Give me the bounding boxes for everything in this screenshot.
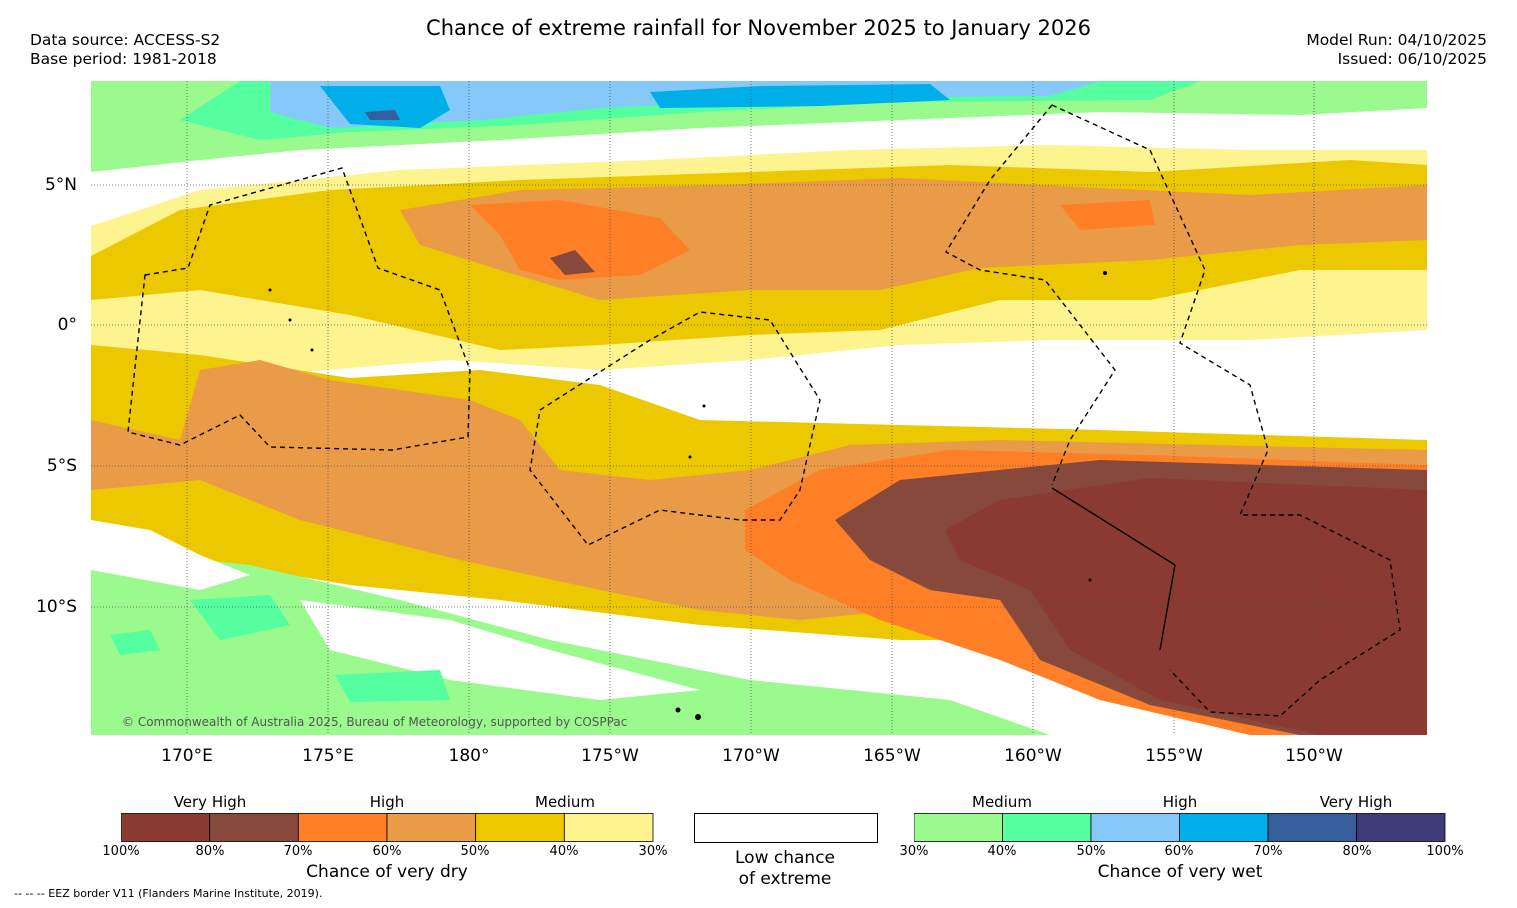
data-source: Data source: ACCESS-S2 bbox=[30, 31, 221, 49]
data-source-info: Data source: ACCESS-S2 Base period: 1981… bbox=[30, 31, 220, 69]
wet-swatch bbox=[1356, 813, 1446, 842]
lat-label-0: 0° bbox=[57, 315, 77, 335]
lon-label-160w: 160°W bbox=[1004, 746, 1062, 766]
dry-colorbar bbox=[121, 813, 654, 842]
copyright-notice: © Commonwealth of Australia 2025, Bureau… bbox=[122, 715, 628, 729]
wet-swatch bbox=[1002, 813, 1092, 842]
maritime-boundary bbox=[1051, 487, 1176, 651]
south-wet-medium-3 bbox=[110, 630, 160, 655]
dry-band-veryhigh-2 bbox=[1060, 200, 1155, 230]
wet-tick-60: 60% bbox=[1164, 844, 1194, 859]
low-chance-line2: of extreme bbox=[738, 869, 832, 889]
lat-label-5s: 5°S bbox=[46, 456, 77, 476]
dry-band-high bbox=[400, 178, 1427, 300]
base-period: Base period: 1981-2018 bbox=[30, 50, 217, 68]
dry-tick-60: 60% bbox=[372, 844, 402, 859]
lat-label-10s: 10°S bbox=[36, 597, 77, 617]
dry-tick-80: 80% bbox=[195, 844, 225, 859]
wet-tick-30: 30% bbox=[899, 844, 929, 859]
south-wet-white bbox=[91, 520, 250, 590]
lon-label-170e: 170°E bbox=[161, 746, 213, 766]
dry-tick-50: 50% bbox=[460, 844, 490, 859]
dry-cat-medium: Medium bbox=[535, 793, 595, 811]
issued-date: Issued: 06/10/2025 bbox=[1337, 50, 1487, 68]
lon-label-175e: 175°E bbox=[302, 746, 354, 766]
dry-tick-30: 30% bbox=[638, 844, 668, 859]
lon-label-155w: 155°W bbox=[1145, 746, 1203, 766]
dry-cat-high: High bbox=[369, 793, 405, 811]
islands bbox=[268, 271, 1107, 720]
model-run: Model Run: 04/10/2025 bbox=[1306, 31, 1487, 49]
low-chance-label: Low chance of extreme bbox=[694, 848, 876, 890]
south-wet-medium-2 bbox=[335, 670, 450, 702]
wet-swatch bbox=[1179, 813, 1269, 842]
north-wet-top bbox=[365, 110, 400, 120]
low-chance-line1: Low chance bbox=[735, 848, 835, 868]
wet-tick-80: 80% bbox=[1342, 844, 1372, 859]
dry-band-veryhigh bbox=[470, 200, 690, 280]
dry-band-extreme bbox=[550, 250, 595, 275]
north-wet-veryhigh-2 bbox=[650, 84, 950, 108]
wet-cat-very-high: Very High bbox=[1319, 793, 1393, 811]
wet-colorbar bbox=[914, 813, 1446, 842]
lon-label-150w: 150°W bbox=[1285, 746, 1343, 766]
low-chance-swatch bbox=[694, 813, 878, 843]
dry-swatch bbox=[209, 813, 299, 842]
wet-cat-medium: Medium bbox=[972, 793, 1032, 811]
dry-swatch bbox=[563, 813, 654, 842]
dry-swatch bbox=[475, 813, 565, 842]
dry-tick-100: 100% bbox=[102, 844, 140, 859]
wet-tick-70: 70% bbox=[1253, 844, 1283, 859]
gridlines bbox=[91, 81, 1427, 735]
lon-label-175w: 175°W bbox=[581, 746, 639, 766]
wet-swatch bbox=[1267, 813, 1357, 842]
wet-tick-50: 50% bbox=[1076, 844, 1106, 859]
lon-label-170w: 170°W bbox=[722, 746, 780, 766]
eez-borders bbox=[127, 104, 1401, 717]
south-wet-white-2 bbox=[300, 600, 700, 700]
model-run-info: Model Run: 04/10/2025 Issued: 06/10/2025 bbox=[1306, 31, 1487, 69]
wet-tick-40: 40% bbox=[987, 844, 1017, 859]
lat-label-5n: 5°N bbox=[44, 175, 77, 195]
dry-cat-very-high: Very High bbox=[173, 793, 247, 811]
wet-tick-100: 100% bbox=[1426, 844, 1464, 859]
wet-cat-high: High bbox=[1162, 793, 1198, 811]
south-wet-medium bbox=[190, 595, 290, 640]
lon-label-180: 180° bbox=[448, 746, 490, 766]
south-wet-region bbox=[91, 548, 1050, 735]
dry-legend-title: Chance of very dry bbox=[306, 862, 468, 882]
north-wet-veryhigh bbox=[320, 86, 450, 128]
wet-legend-title: Chance of very wet bbox=[1097, 862, 1263, 882]
dry-tick-70: 70% bbox=[283, 844, 313, 859]
dry-swatch bbox=[297, 813, 388, 842]
map-title: Chance of extreme rainfall for November … bbox=[426, 16, 1091, 40]
dry-swatch bbox=[386, 813, 477, 842]
dry-tick-40: 40% bbox=[549, 844, 579, 859]
wet-swatch bbox=[1090, 813, 1180, 842]
lon-label-165w: 165°W bbox=[863, 746, 921, 766]
dry-swatch bbox=[121, 813, 211, 842]
eez-footnote: -- -- -- EEZ border V11 (Flanders Marine… bbox=[14, 887, 323, 900]
south-dry-extreme bbox=[945, 478, 1427, 735]
wet-swatch bbox=[914, 813, 1003, 842]
map-field bbox=[91, 81, 1427, 735]
